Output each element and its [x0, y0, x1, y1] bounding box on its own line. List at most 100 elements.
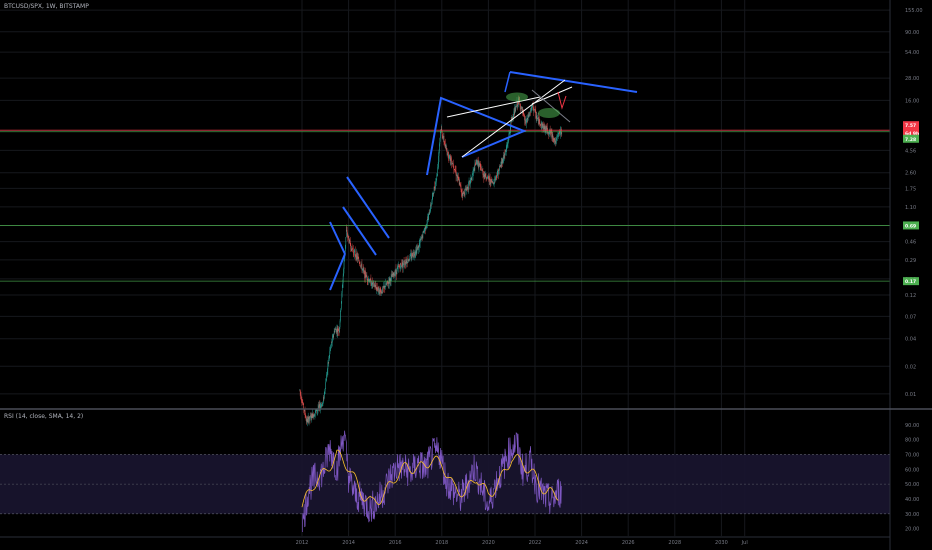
candle-body	[548, 132, 550, 134]
candle-body	[361, 263, 363, 271]
candle-body	[513, 116, 514, 118]
price-label-bg	[903, 221, 919, 230]
candle-body	[498, 169, 500, 175]
candle-body	[312, 413, 314, 418]
candle-body	[551, 131, 553, 138]
candle-body	[384, 286, 385, 287]
candle-body	[476, 159, 478, 165]
candle-body	[484, 174, 485, 177]
candle-body	[499, 166, 500, 170]
candle-body	[388, 281, 390, 284]
candle-body	[412, 256, 414, 257]
candle-body	[321, 403, 323, 407]
candle-body	[417, 247, 418, 249]
candle-body	[441, 131, 443, 137]
candle-body	[311, 413, 313, 418]
candle-body	[355, 256, 357, 260]
candle-body	[542, 123, 543, 129]
candle-body	[492, 181, 493, 183]
y-tick-label: 0.01	[905, 392, 916, 398]
candle-body	[515, 106, 517, 107]
candle-body	[311, 413, 313, 418]
candle-body	[523, 114, 524, 115]
candle-body	[303, 403, 304, 410]
candle-body	[498, 170, 499, 175]
candle-body	[519, 103, 521, 108]
candle-body	[318, 405, 319, 409]
candle-body	[471, 177, 472, 180]
candle-body	[445, 144, 446, 146]
candle-body	[408, 259, 410, 261]
candle-body	[446, 151, 448, 155]
candle-body	[560, 128, 562, 131]
candle-body	[379, 288, 381, 294]
x-tick-label: Jul	[741, 540, 748, 546]
candle-body	[383, 285, 384, 289]
candle-body	[378, 286, 380, 293]
candle-body	[381, 291, 382, 293]
candle-body	[559, 133, 561, 135]
candle-body	[492, 181, 494, 184]
y-tick-label: 0.29	[905, 258, 916, 264]
candle-body	[522, 108, 523, 113]
y-tick-label: 155.00	[905, 8, 923, 14]
candle-body	[301, 398, 302, 401]
price-label: 7.57	[905, 123, 916, 129]
candle-body	[431, 200, 433, 204]
candle-body	[364, 271, 366, 279]
rsi-ma-line	[301, 449, 559, 508]
candle-body	[424, 229, 425, 231]
candle-body	[507, 141, 509, 144]
candle-body	[497, 169, 499, 171]
candle-body	[531, 106, 533, 108]
candle-body	[391, 274, 393, 277]
candle-body	[552, 134, 553, 138]
candle-body	[349, 239, 350, 243]
candle-body	[428, 212, 430, 215]
candle-body	[503, 155, 505, 158]
y-tick-label: 2.60	[905, 171, 916, 177]
candle-body	[400, 263, 401, 269]
candle-body	[315, 410, 316, 414]
candle-body	[452, 162, 453, 165]
candle-body	[501, 159, 503, 163]
candle-body	[534, 109, 535, 110]
candle-body	[521, 107, 523, 109]
candle-body	[517, 101, 518, 107]
candle-body	[440, 130, 442, 132]
candle-body	[336, 329, 337, 333]
candle-body	[348, 238, 350, 243]
candle-body	[341, 301, 342, 309]
candle-body	[438, 150, 440, 156]
candle-body	[414, 254, 415, 256]
candle-body	[495, 175, 497, 178]
candle-body	[372, 282, 373, 285]
candle-body	[549, 129, 551, 133]
y-tick-label: 0.46	[905, 240, 916, 246]
candle-body	[453, 163, 454, 167]
y-tick-label: 0.04	[905, 337, 916, 343]
candle-body	[349, 239, 351, 242]
candle-body	[409, 259, 410, 261]
x-tick-label: 2020	[482, 540, 495, 546]
candle-body	[358, 258, 360, 261]
candle-body	[475, 163, 476, 165]
x-tick-label: 2018	[435, 540, 448, 546]
candle-body	[546, 126, 547, 131]
candle-body	[527, 114, 528, 120]
candle-body	[323, 397, 325, 399]
candle-body	[384, 286, 386, 289]
candle-body	[325, 382, 326, 389]
price-label: 0.17	[905, 279, 916, 285]
candle-body	[513, 111, 515, 117]
candle-body	[527, 114, 529, 118]
candle-body	[494, 178, 496, 180]
candle-body	[490, 179, 492, 185]
candle-body	[473, 169, 474, 172]
candle-body	[378, 286, 379, 290]
candle-body	[403, 261, 404, 264]
candle-body	[432, 196, 433, 201]
candle-body	[372, 281, 373, 285]
candle-body	[460, 184, 461, 186]
